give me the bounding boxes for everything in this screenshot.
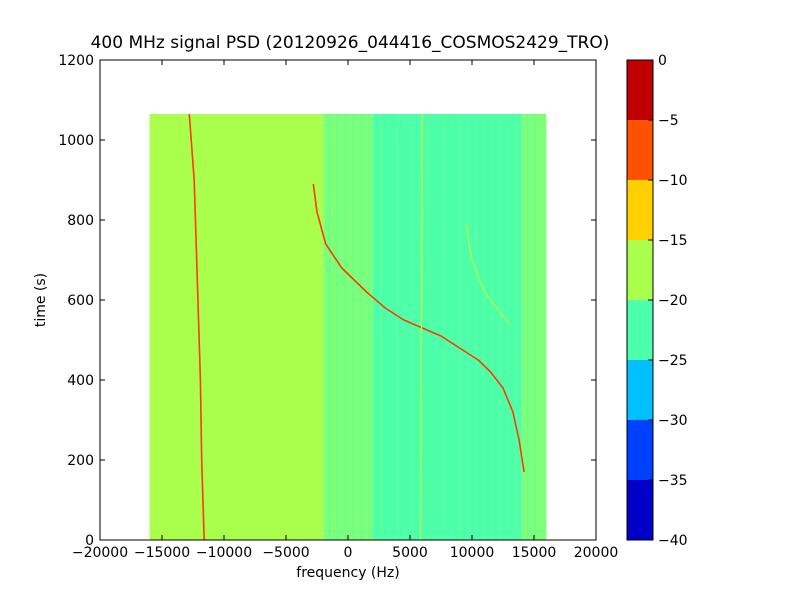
x-axis: −20000 −15000 −10000 −5000 0 5000 10000 15000 20…	[72, 60, 618, 561]
x-tick-label: 0	[344, 545, 353, 561]
heatmap-area	[149, 114, 547, 540]
colorbar-tick-label: −35	[658, 473, 688, 489]
colorbar-tick-label: −10	[658, 173, 688, 189]
y-tick-label: 600	[67, 293, 94, 309]
colorbar-bin-6	[627, 420, 653, 480]
y-tick-label: 400	[67, 373, 94, 389]
chart-title: 400 MHz signal PSD (20120926_044416_COSM…	[91, 33, 610, 53]
y-axis: 0 200 400 600 800 1000 1200	[58, 53, 596, 549]
trace-faint-secondary	[465, 223, 510, 325]
colorbar-tick-label: 0	[658, 53, 667, 69]
y-tick-label: 1000	[58, 133, 94, 149]
y-axis-label: time (s)	[33, 273, 49, 327]
colorbar: 0 −5 −10 −15 −20 −25 −30 −35 −40	[626, 53, 688, 549]
colorbar-bin-5	[627, 360, 653, 420]
x-tick-label: −10000	[196, 545, 252, 561]
y-tick-label: 200	[67, 453, 94, 469]
colorbar-bin-7	[627, 480, 653, 540]
colorbar-bin-4	[627, 300, 653, 360]
colorbar-tick-label: −5	[658, 113, 679, 129]
x-tick-label: −15000	[134, 545, 190, 561]
x-tick-label: −5000	[262, 545, 309, 561]
heat-region-3	[521, 114, 547, 540]
trace-vertical-line-6000-hz	[419, 113, 423, 541]
colorbar-tick-label: −20	[658, 293, 688, 309]
signal-traces	[188, 113, 525, 541]
x-axis-label: frequency (Hz)	[296, 565, 399, 581]
colorbar-tick-label: −15	[658, 233, 688, 249]
heat-region-2	[372, 114, 522, 540]
y-tick-label: 1200	[58, 53, 94, 69]
x-tick-label: 15000	[512, 545, 557, 561]
heat-region-1	[323, 114, 373, 540]
colorbar-tick-label: −25	[658, 353, 688, 369]
x-tick-label: 5000	[392, 545, 428, 561]
x-tick-label: 10000	[450, 545, 495, 561]
y-tick-label: 0	[85, 533, 94, 549]
colorbar-tick-label: −40	[658, 533, 688, 549]
heat-region-0	[149, 114, 324, 540]
y-tick-label: 800	[67, 213, 94, 229]
x-tick-label: −20000	[72, 545, 128, 561]
colorbar-bin-3	[627, 240, 653, 300]
colorbar-bin-2	[627, 180, 653, 240]
colorbar-bin-1	[627, 120, 653, 180]
colorbar-bin-0	[627, 60, 653, 120]
colorbar-tick-label: −30	[658, 413, 688, 429]
x-tick-label: 20000	[574, 545, 619, 561]
trace-carrier	[188, 113, 205, 541]
trace-doppler-signal	[312, 183, 525, 473]
